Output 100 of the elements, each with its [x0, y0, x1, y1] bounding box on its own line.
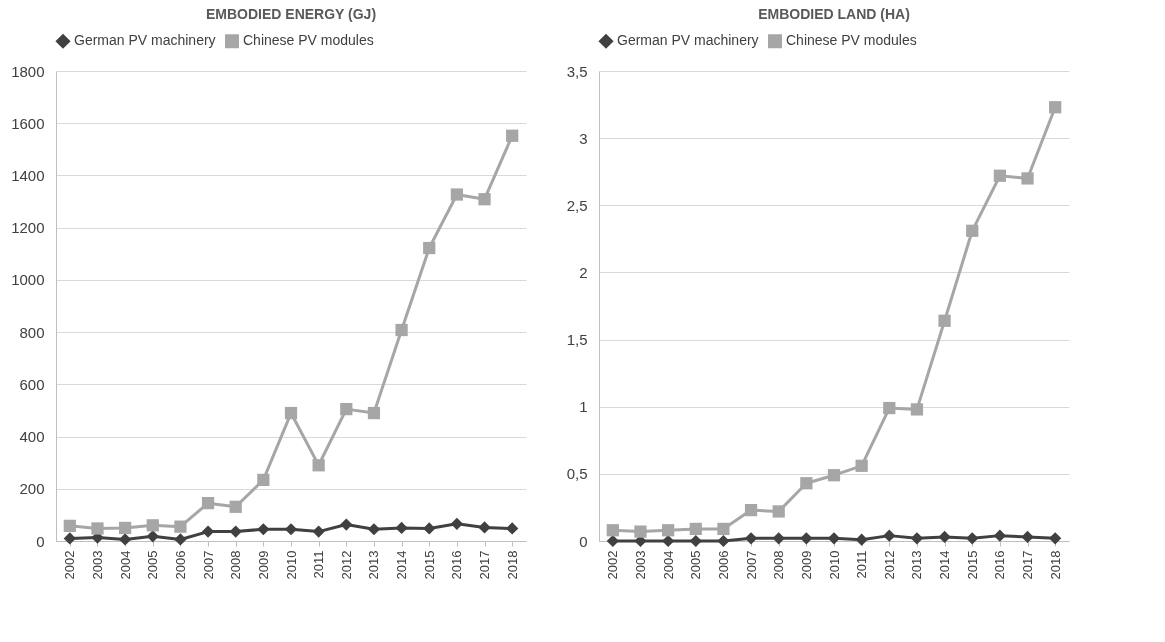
y-tick-label: 800 — [19, 323, 45, 341]
x-tick-label: 2006 — [715, 550, 731, 580]
point — [772, 505, 785, 518]
point — [910, 403, 924, 416]
x-tick-label: 2007 — [743, 550, 759, 580]
point — [606, 524, 619, 537]
legend-label: Chinese PV modules — [243, 32, 374, 49]
x-tick-label: 2016 — [992, 550, 1008, 580]
point — [772, 532, 785, 545]
x-tick-label: 2013 — [366, 550, 382, 580]
point — [395, 521, 408, 535]
x-tick-label: 2016 — [449, 550, 465, 580]
x-tick-label: 2011 — [311, 550, 327, 579]
point — [312, 525, 325, 538]
y-tick-label: 2 — [579, 263, 588, 281]
point — [689, 522, 702, 536]
point — [717, 534, 730, 548]
x-tick-label: 2015 — [421, 550, 437, 580]
x-tick-label: 2009 — [798, 550, 814, 580]
point — [284, 406, 298, 420]
point — [201, 497, 215, 510]
legend-label: Chinese PV modules — [786, 32, 917, 49]
y-tick-label: 600 — [19, 375, 45, 393]
point — [993, 169, 1007, 182]
point — [312, 459, 325, 472]
y-tick-label: 1600 — [11, 114, 45, 132]
y-tick-label: 1 — [579, 398, 588, 416]
legend-label: German PV machinery — [74, 32, 216, 49]
point — [1021, 172, 1034, 185]
point — [827, 532, 841, 545]
y-tick-label: 3 — [579, 129, 588, 147]
chart-title: EMBODIED LAND (HA) — [758, 6, 910, 22]
x-tick-label: 2009 — [255, 550, 271, 580]
legend-label: German PV machinery — [617, 32, 759, 49]
point — [257, 523, 270, 536]
x-tick-label: 2008 — [228, 550, 244, 580]
point — [800, 477, 813, 490]
point — [910, 532, 924, 545]
y-tick-label: 1800 — [11, 62, 45, 80]
x-tick-label: 2015 — [964, 550, 980, 580]
point — [1049, 101, 1062, 114]
x-tick-label: 2017 — [477, 550, 493, 580]
point — [634, 525, 647, 538]
point — [827, 469, 841, 482]
y-tick-label: 200 — [19, 480, 45, 498]
point — [146, 519, 159, 532]
x-tick-label: 2002 — [62, 550, 78, 580]
point — [478, 193, 491, 206]
point — [993, 529, 1007, 542]
point — [257, 473, 270, 487]
x-tick-label: 2002 — [605, 550, 621, 580]
chart-title: EMBODIED ENERGY (GJ) — [205, 6, 377, 22]
point — [661, 524, 675, 537]
x-tick-label: 2011 — [854, 550, 870, 579]
y-tick-label: 0,5 — [566, 465, 588, 483]
point — [478, 521, 491, 534]
point — [450, 517, 464, 530]
point — [717, 522, 730, 536]
x-tick-label: 2012 — [338, 550, 354, 580]
x-tick-label: 2010 — [826, 550, 842, 580]
x-tick-label: 2018 — [504, 550, 520, 580]
x-tick-label: 2004 — [117, 550, 133, 580]
x-tick-label: 2005 — [688, 550, 704, 580]
point — [883, 401, 896, 415]
x-tick-label: 2004 — [660, 550, 676, 580]
y-tick-label: 3,5 — [566, 62, 588, 80]
x-tick-label: 2014 — [937, 550, 953, 580]
point — [229, 500, 242, 513]
point — [506, 129, 519, 142]
y-tick-label: 1400 — [11, 166, 45, 184]
point — [284, 523, 298, 536]
x-tick-label: 2006 — [172, 550, 188, 580]
x-tick-label: 2003 — [89, 550, 105, 580]
x-tick-label: 2007 — [200, 550, 216, 580]
point — [367, 523, 381, 536]
x-tick-label: 2017 — [1020, 550, 1036, 580]
point — [63, 532, 76, 545]
point — [118, 533, 132, 546]
x-tick-label: 2018 — [1047, 550, 1063, 580]
point — [966, 224, 979, 237]
point — [744, 503, 758, 517]
y-tick-label: 400 — [19, 428, 45, 446]
x-tick-label: 2008 — [771, 550, 787, 580]
point — [340, 518, 353, 531]
point — [938, 530, 951, 544]
y-tick-label: 0 — [579, 532, 588, 550]
point — [800, 532, 813, 545]
point — [340, 403, 353, 416]
point — [174, 533, 187, 546]
point — [689, 534, 702, 548]
point — [118, 521, 132, 535]
x-tick-label: 2012 — [881, 550, 897, 580]
x-tick-label: 2014 — [394, 550, 410, 580]
x-tick-label: 2010 — [283, 550, 299, 580]
point — [744, 532, 758, 545]
point — [423, 241, 436, 255]
point — [146, 530, 159, 543]
point — [966, 532, 979, 545]
point — [855, 459, 868, 472]
point — [883, 529, 896, 542]
